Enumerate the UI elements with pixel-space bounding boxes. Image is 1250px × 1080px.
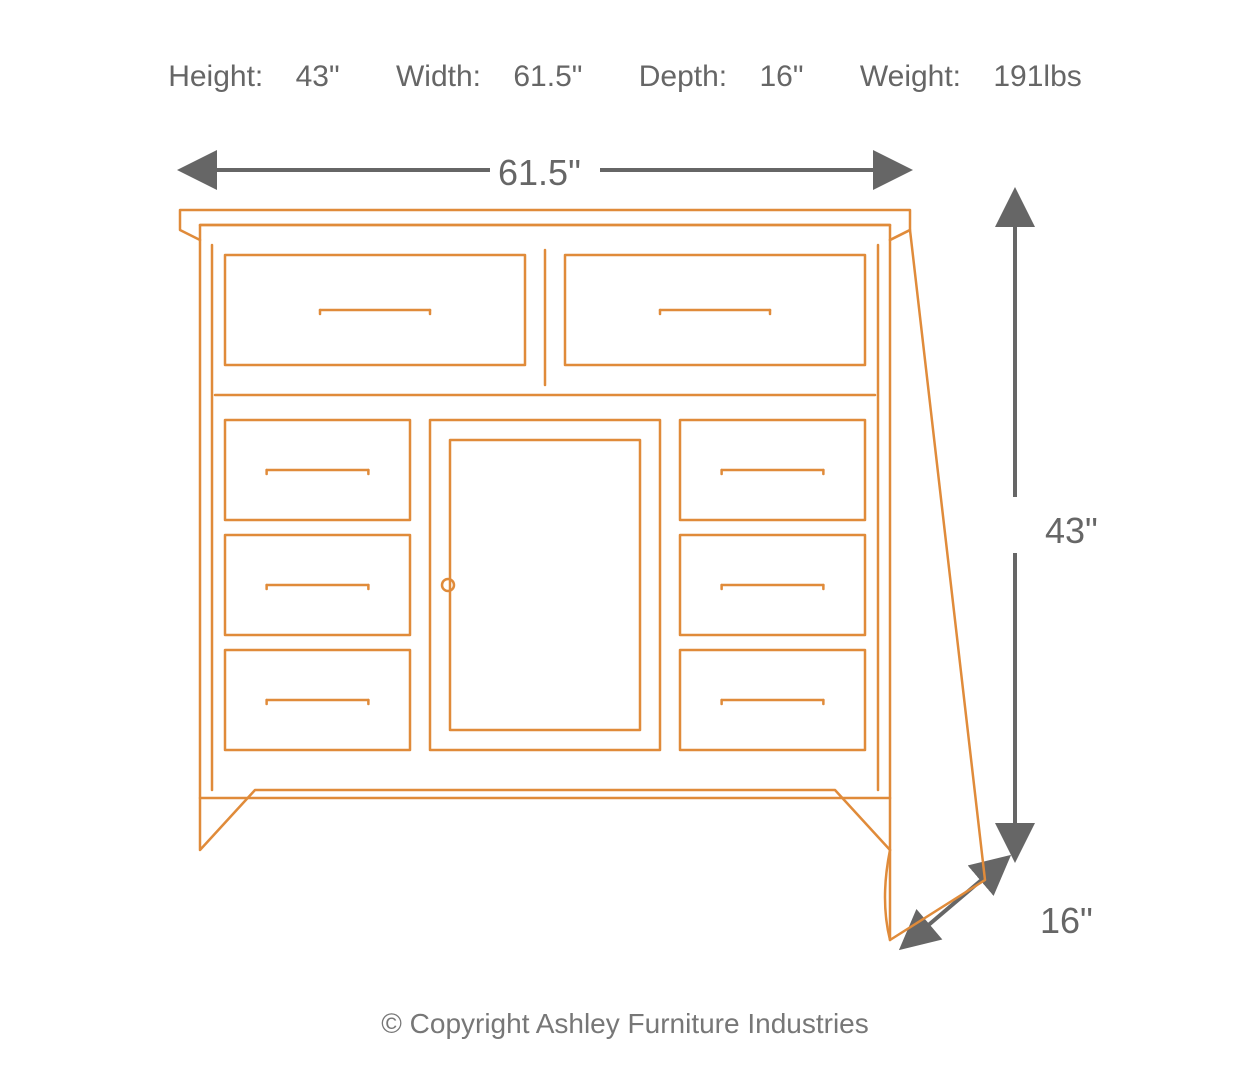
width-dimension-label: 61.5"	[498, 152, 581, 194]
furniture-drawing	[180, 210, 985, 940]
height-dimension-label: 43"	[1045, 510, 1098, 552]
copyright-text: © Copyright Ashley Furniture Industries	[0, 1008, 1250, 1040]
depth-dimension-label: 16"	[1040, 900, 1093, 942]
